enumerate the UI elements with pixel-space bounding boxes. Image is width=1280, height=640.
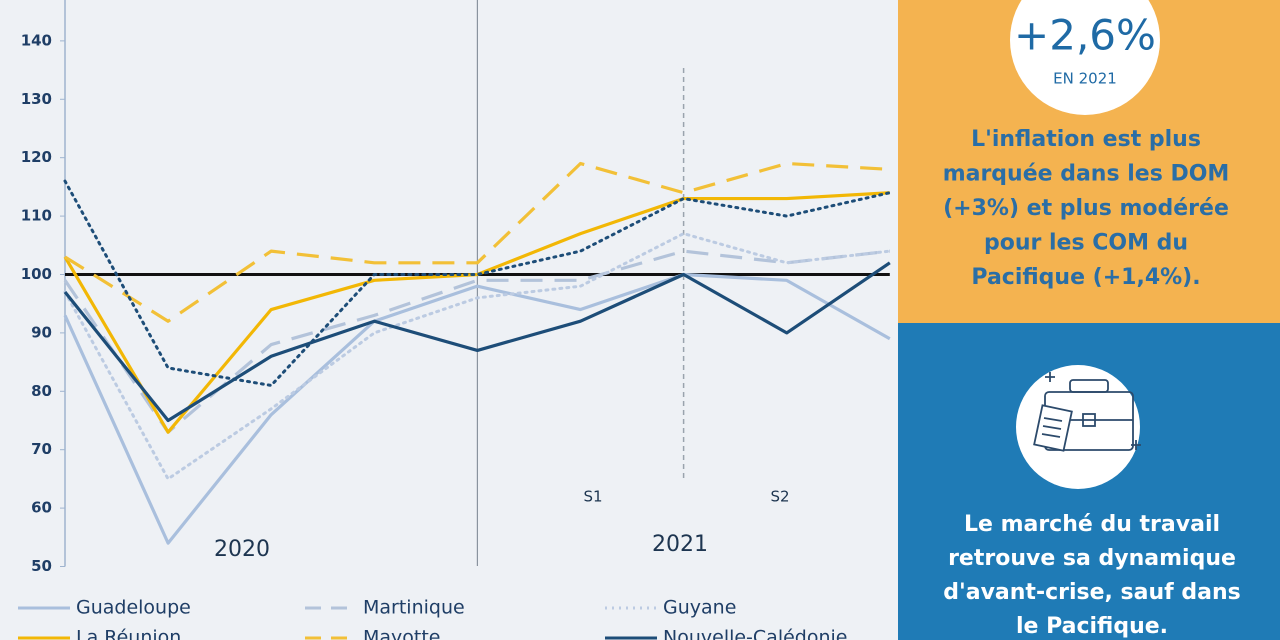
inflation-value: +2,6% [1014,11,1156,60]
inflation-sub: EN 2021 [1053,70,1117,88]
y-tick-label: 120 [21,148,52,166]
y-tick-label: 70 [31,440,52,458]
half-label: S2 [770,488,789,506]
legend-label: Mayotte [363,627,441,640]
series-line [64,161,890,323]
y-tick-label: 80 [31,382,52,400]
briefcase-icon [1033,372,1141,452]
inflation-text: (+3%) et plus modérée [943,196,1229,221]
series-line [63,179,892,387]
y-tick-label: 130 [21,90,52,108]
series-line [63,232,892,481]
labor-text: d'avant-crise, sauf dans [943,580,1240,605]
y-tick-label: 60 [31,499,52,517]
legend-label: La Réunion [76,627,181,640]
y-tick-label: 90 [31,323,52,341]
legend-label: Guyane [663,597,736,619]
inflation-text: L'inflation est plus [971,127,1201,152]
labor-text: le Pacifique. [1016,614,1168,639]
labor-text: retrouve sa dynamique [948,546,1236,571]
series-line [63,261,891,423]
inflation-badge [1010,0,1160,115]
half-label: S1 [583,488,602,506]
y-tick-label: 100 [21,265,52,283]
labor-text: Le marché du travail [964,512,1220,537]
series-line [63,272,891,545]
legend-label: Guadeloupe [76,597,191,619]
labor-badge [1016,365,1140,489]
chart-background [0,0,898,640]
inflation-text: pour les COM du [984,231,1188,256]
inflation-text: marquée dans les DOM [943,162,1230,187]
legend-label: Nouvelle-Calédonie [663,627,848,640]
y-tick-label: 110 [21,207,52,225]
period-label: 2020 [214,537,270,562]
inflation-text: Pacifique (+1,4%). [971,265,1200,290]
y-tick-label: 50 [31,557,52,575]
legend-label: Martinique [363,597,465,619]
y-tick-label: 140 [21,31,52,49]
period-label: 2021 [652,532,708,557]
